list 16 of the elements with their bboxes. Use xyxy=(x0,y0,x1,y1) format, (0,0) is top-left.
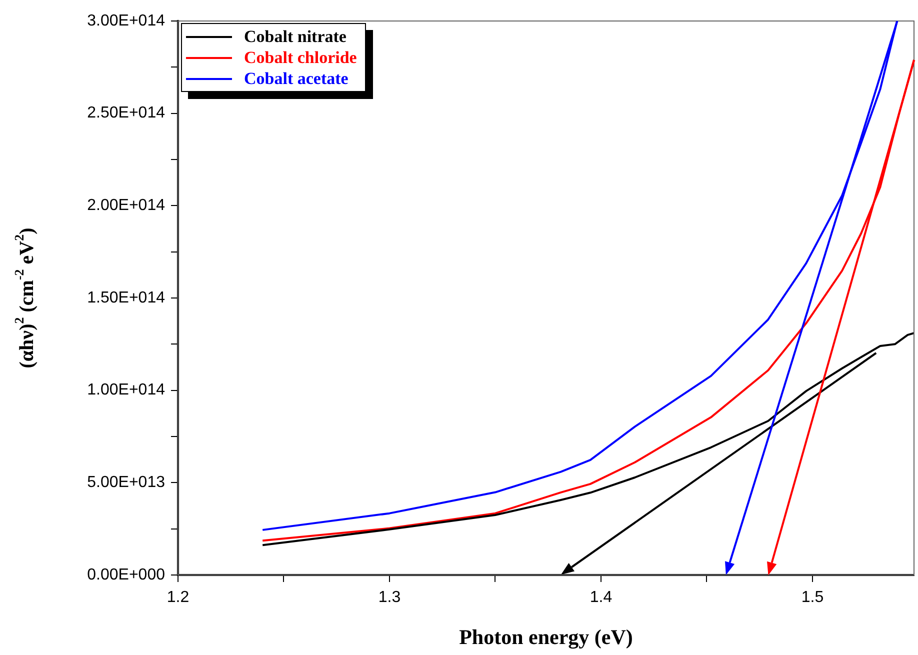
y-axis-title: (αhν)2 (cm-2 eV2) xyxy=(11,228,38,368)
x-tick-label: 1.5 xyxy=(801,589,824,606)
y-tick-label: 1.50E+014 xyxy=(87,289,166,306)
x-tick-label: 1.2 xyxy=(166,589,190,606)
x-tick-label: 1.4 xyxy=(590,589,612,606)
legend-label: Cobalt nitrate xyxy=(244,26,346,46)
legend-label: Cobalt chloride xyxy=(244,48,357,68)
y-tick-label: 2.00E+014 xyxy=(87,197,166,214)
y-tick-label: 5.00E+013 xyxy=(87,474,166,492)
legend-label: Cobalt acetate xyxy=(244,68,348,88)
y-tick-label: 2.50E+014 xyxy=(87,104,166,122)
y-tick-label: 0.00E+000 xyxy=(87,566,166,584)
x-tick-label: 1.3 xyxy=(378,589,401,606)
y-tick-label: 1.00E+014 xyxy=(87,382,166,399)
x-axis-title: Photon energy (eV) xyxy=(459,624,633,649)
y-tick-label: 3.00E+014 xyxy=(87,12,166,30)
